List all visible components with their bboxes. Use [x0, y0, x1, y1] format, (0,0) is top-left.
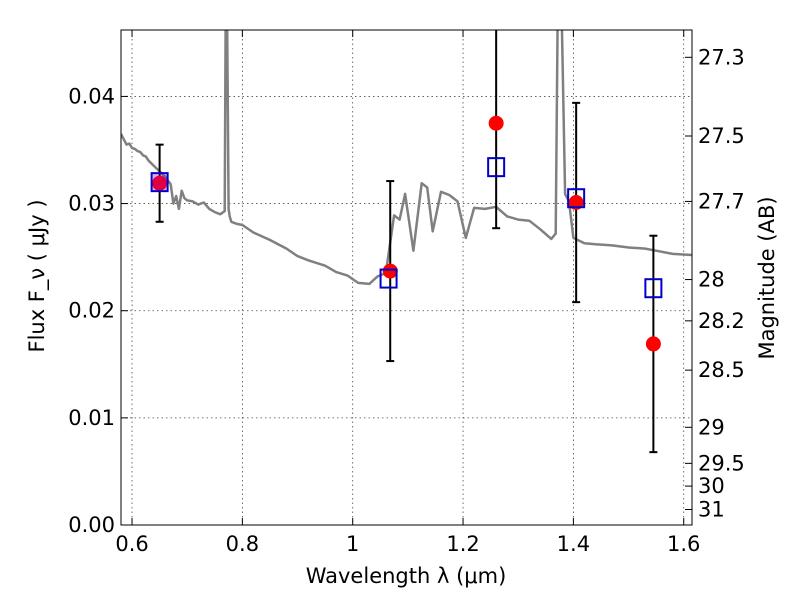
mag-tick-label: 28.5	[698, 358, 745, 382]
overlap-tint	[152, 174, 167, 191]
x-tick-label: 1.2	[446, 532, 479, 556]
model-point	[379, 268, 398, 289]
y-tick-label: 0.04	[68, 84, 115, 108]
x-tick-label: 1.6	[667, 532, 700, 556]
observed-point	[645, 336, 661, 352]
x-tick-label: 0.8	[226, 532, 259, 556]
marker-layer	[150, 30, 663, 454]
y-tick-label: 0.01	[68, 406, 115, 430]
model-point	[150, 172, 169, 193]
mag-tick-label: 28.2	[698, 309, 745, 333]
plot-frame	[120, 29, 693, 526]
axis-ticks: 0.6 0.8 1 1.2 1.4 1.6 0.00 0.01 0.02 0.03 0.04 27.3…	[68, 30, 745, 556]
observed-point	[488, 115, 504, 131]
mag-tick-label: 30	[698, 474, 725, 498]
y-tick-label: 0.00	[68, 513, 115, 537]
y-axis-label: Flux F_ν ( μJy )	[25, 199, 50, 352]
observed-point	[382, 263, 398, 279]
spectrum-line	[121, 30, 692, 286]
x-axis-label: Wavelength λ (μm)	[306, 564, 507, 588]
mag-tick-label: 27.3	[698, 45, 745, 69]
mag-tick-label: 27.7	[698, 189, 745, 213]
mag-tick-label: 27.5	[698, 124, 745, 148]
mag-tick-label: 28	[698, 268, 725, 292]
y-tick-label: 0.02	[68, 299, 115, 323]
spectrum-layer	[121, 30, 692, 286]
y2-axis-label: Magnitude (AB)	[755, 196, 779, 359]
mag-tick-label: 29.5	[698, 451, 745, 475]
model-point	[644, 278, 663, 299]
grid	[121, 30, 692, 526]
x-tick-label: 0.6	[115, 532, 148, 556]
model-point	[567, 188, 586, 209]
mag-tick-label: 29	[698, 415, 725, 439]
y-tick-label: 0.03	[68, 192, 115, 216]
x-tick-label: 1.4	[557, 532, 590, 556]
model-point	[487, 157, 506, 178]
mag-tick-label: 31	[698, 498, 725, 522]
x-tick-label: 1	[346, 532, 359, 556]
